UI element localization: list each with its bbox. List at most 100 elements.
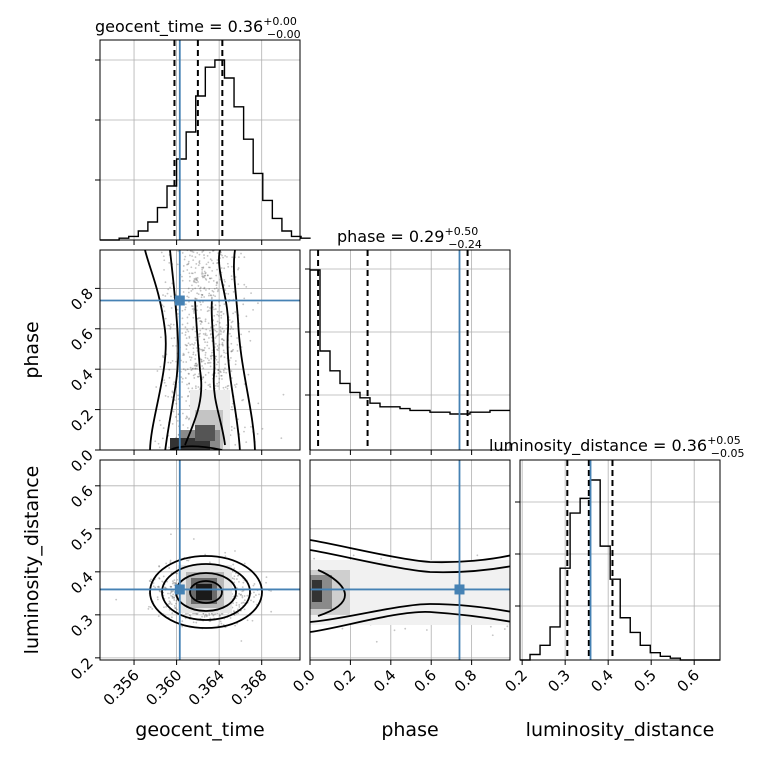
sample-point <box>188 279 191 282</box>
sample-point <box>174 581 176 584</box>
sample-point <box>187 260 190 263</box>
sample-point <box>200 308 202 311</box>
sample-point <box>172 590 175 592</box>
sample-point <box>157 442 160 445</box>
sample-point <box>168 446 170 449</box>
sample-point <box>158 590 161 593</box>
sample-point <box>250 425 252 428</box>
sample-point <box>215 330 218 333</box>
sample-point <box>203 296 206 298</box>
sample-point <box>176 263 179 266</box>
sample-point <box>253 583 256 585</box>
sample-point <box>170 533 172 536</box>
sample-point <box>203 338 205 341</box>
sample-point <box>181 381 184 383</box>
sample-point <box>193 279 195 282</box>
title-phase: phase = 0.29+0.50 −0.24 <box>337 225 482 251</box>
sample-point <box>167 592 169 595</box>
sample-point <box>191 305 194 308</box>
sample-point <box>192 347 195 350</box>
sample-point <box>209 307 211 309</box>
sample-point <box>217 369 220 371</box>
sample-point <box>181 396 183 398</box>
sample-point <box>216 345 219 347</box>
sample-point <box>215 323 218 326</box>
x-axis-label-luminosity_distance: luminosity_distance <box>526 719 715 741</box>
sample-point <box>163 310 166 312</box>
y-axis-label-luminosity_distance: luminosity_distance <box>21 466 43 655</box>
sample-point <box>231 577 234 580</box>
sample-point <box>204 351 207 354</box>
sample-point <box>194 362 197 365</box>
sample-point <box>206 344 209 347</box>
sample-point <box>165 562 168 565</box>
sample-point <box>202 272 204 275</box>
sample-point <box>234 363 237 366</box>
sample-point <box>195 621 198 624</box>
sample-point <box>186 427 189 429</box>
sample-point <box>193 277 196 280</box>
sample-point <box>195 387 197 390</box>
sample-point <box>216 290 219 293</box>
contour-line <box>161 563 251 621</box>
sample-point <box>180 376 183 379</box>
sample-point <box>216 320 219 323</box>
sample-point <box>202 349 205 352</box>
sample-point <box>261 427 264 430</box>
sample-point <box>163 379 166 382</box>
sample-point <box>243 599 246 602</box>
sample-point <box>203 349 205 352</box>
sample-point <box>169 326 172 329</box>
sample-point <box>194 385 197 388</box>
sample-point <box>223 303 226 306</box>
sample-point <box>231 320 234 323</box>
sample-point <box>243 256 246 259</box>
sample-point <box>152 585 155 588</box>
sample-point <box>223 371 225 374</box>
panel-frame <box>309 249 511 451</box>
sample-point <box>184 377 187 379</box>
sample-point <box>161 437 164 440</box>
sample-point <box>208 288 211 290</box>
sample-point <box>241 399 243 402</box>
sample-point <box>168 261 171 264</box>
sample-point <box>210 332 212 335</box>
sample-point <box>219 333 222 335</box>
sample-point <box>209 258 212 261</box>
sample-point <box>231 350 234 352</box>
sample-point <box>230 425 233 428</box>
x-tick-label: 0.4 <box>370 666 400 696</box>
sample-point <box>169 585 172 588</box>
sample-point <box>212 614 215 617</box>
sample-point <box>352 554 355 557</box>
sample-point <box>242 303 245 306</box>
sample-point <box>194 373 196 376</box>
sample-point <box>152 582 155 584</box>
sample-point <box>199 323 202 325</box>
sample-point <box>185 361 188 363</box>
sample-point <box>220 374 222 377</box>
sample-point <box>194 336 197 339</box>
sample-point <box>186 269 189 271</box>
sample-point <box>184 334 187 336</box>
sample-point <box>176 420 179 422</box>
sample-point <box>202 376 204 379</box>
sample-point <box>190 272 193 275</box>
sample-point <box>219 311 222 313</box>
sample-point <box>226 255 228 258</box>
sample-point <box>159 424 162 426</box>
sample-point <box>197 376 200 378</box>
sample-point <box>219 614 221 617</box>
sample-point <box>188 382 190 385</box>
sample-point <box>201 275 204 278</box>
sample-point <box>240 333 243 336</box>
y-tick-label: 0.4 <box>67 365 97 395</box>
sample-point <box>235 601 238 604</box>
sample-point <box>221 254 223 257</box>
sample-point <box>171 359 174 362</box>
sample-point <box>171 391 174 394</box>
sample-point <box>173 596 175 599</box>
sample-point <box>167 324 170 327</box>
sample-point <box>225 352 228 355</box>
sample-point <box>255 603 258 606</box>
